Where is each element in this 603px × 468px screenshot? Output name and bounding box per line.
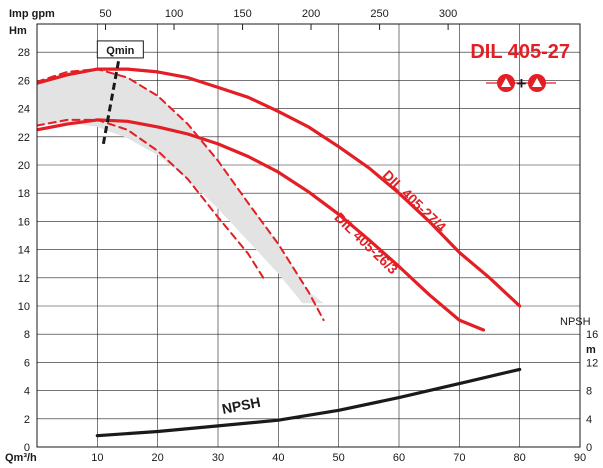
y-tick-label: 14: [18, 245, 30, 257]
x-tick-label: 90: [574, 452, 586, 464]
y-tick-label: 20: [18, 160, 30, 172]
x-tick-label: 10: [91, 452, 103, 464]
y-tick-label: 10: [18, 301, 30, 313]
logo-triangle: [501, 78, 511, 87]
plot-frame: [36, 23, 581, 448]
chart-title: DIL 405-27: [470, 41, 570, 63]
top-tick-label: 150: [233, 8, 251, 20]
npsh-tick-label: 16: [586, 329, 598, 341]
curve-layer: [37, 44, 522, 438]
y-tick-label: 18: [18, 188, 30, 200]
npsh-tick-label: 8: [586, 386, 592, 398]
series-line-2: [37, 68, 325, 322]
y-tick-label: 8: [24, 329, 30, 341]
x-tick-label: 50: [333, 452, 345, 464]
tick-labels: 10 20 30 40 50 60 70 80 900246810121416182022242…: [18, 8, 599, 464]
npsh-tick-label: 12: [586, 357, 598, 369]
operating-range-shading: [37, 69, 324, 304]
series-line-1: [37, 118, 486, 332]
logo-triangle: [532, 78, 542, 87]
npsh-tick-label: 0: [586, 442, 592, 454]
npsh-axis-unit: m: [586, 344, 596, 356]
x-axis-label: Qm³/h: [5, 452, 37, 464]
y-tick-label: 4: [24, 386, 30, 398]
qmin-line: [101, 44, 123, 145]
x-tick-label: 70: [453, 452, 465, 464]
top-tick-label: 50: [99, 8, 111, 20]
top-tick-label: 300: [439, 8, 457, 20]
series-line-3: [37, 118, 265, 279]
y-tick-label: 0: [24, 442, 30, 454]
qmin-label-box: [96, 40, 144, 59]
curve-label: NPSH: [221, 394, 262, 417]
top-tick-label: 200: [302, 8, 320, 20]
top-tick-label: 100: [165, 8, 183, 20]
y-tick-label: 2: [24, 414, 30, 426]
y-tick-label: 6: [24, 357, 30, 369]
series-line-0: [37, 67, 522, 308]
pump-logo: +: [486, 74, 556, 93]
qmin-label: Qmin: [106, 45, 134, 57]
npsh-tick-label: 4: [586, 414, 592, 426]
npsh-axis-label: NPSH: [560, 316, 591, 328]
y-tick-label: 28: [18, 47, 30, 59]
x-tick-label: 20: [152, 452, 164, 464]
top-axis-label: Imp gpm: [9, 8, 55, 20]
y-tick-label: 22: [18, 132, 30, 144]
y-tick-label: 26: [18, 75, 30, 87]
y-axis-label: Hm: [9, 25, 27, 37]
y-tick-label: 12: [18, 273, 30, 285]
top-tick-label: 250: [370, 8, 388, 20]
x-tick-label: 80: [514, 452, 526, 464]
curve-label: DIL 405-27/4: [380, 167, 450, 235]
x-tick-label: 60: [393, 452, 405, 464]
curve-label: DIL 405-26/3: [331, 209, 401, 277]
series-line-4: [95, 367, 522, 438]
y-tick-label: 24: [18, 104, 30, 116]
shaded-region: [37, 69, 324, 304]
x-tick-label: 40: [272, 452, 284, 464]
x-tick-label: 30: [212, 452, 224, 464]
logo-plus: +: [517, 74, 527, 93]
y-tick-label: 16: [18, 216, 30, 228]
